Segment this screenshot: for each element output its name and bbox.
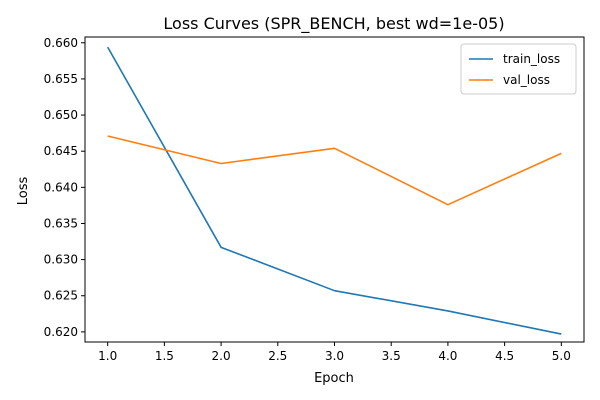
y-tick-label: 0.620 — [44, 325, 78, 339]
x-tick-label: 2.0 — [212, 349, 231, 363]
chart-title: Loss Curves (SPR_BENCH, best wd=1e-05) — [163, 14, 504, 34]
plot-area: 1.0 1.5 2.0 2.5 3.0 3.5 4.0 4.5 5.0 0.620 0.625 0.6… — [44, 36, 585, 363]
legend-label-val_loss: val_loss — [503, 73, 550, 87]
x-tick-label: 4.0 — [438, 349, 457, 363]
legend-label-train_loss: train_loss — [503, 52, 560, 66]
y-tick-label: 0.635 — [44, 216, 78, 230]
y-tick-label: 0.660 — [44, 36, 78, 50]
x-tick-label: 1.0 — [98, 349, 117, 363]
x-tick-label: 4.5 — [495, 349, 514, 363]
x-tick-label: 1.5 — [155, 349, 174, 363]
x-tick-label: 5.0 — [552, 349, 571, 363]
x-tick-label: 3.0 — [325, 349, 344, 363]
y-tick-label: 0.655 — [44, 72, 78, 86]
y-tick-label: 0.630 — [44, 253, 78, 267]
y-tick-label: 0.645 — [44, 144, 78, 158]
x-axis-label: Epoch — [314, 371, 354, 386]
y-axis-label: Loss — [16, 177, 31, 206]
y-tick-label: 0.640 — [44, 180, 78, 194]
series-line-train_loss — [106, 46, 562, 335]
y-tick-label: 0.625 — [44, 289, 78, 303]
legend: train_loss val_loss — [460, 43, 577, 95]
series-line-val_loss — [107, 135, 562, 206]
x-tick-label: 3.5 — [382, 349, 401, 363]
y-tick-label: 0.650 — [44, 108, 78, 122]
legend-box — [460, 43, 577, 95]
x-tick-label: 2.5 — [268, 349, 287, 363]
